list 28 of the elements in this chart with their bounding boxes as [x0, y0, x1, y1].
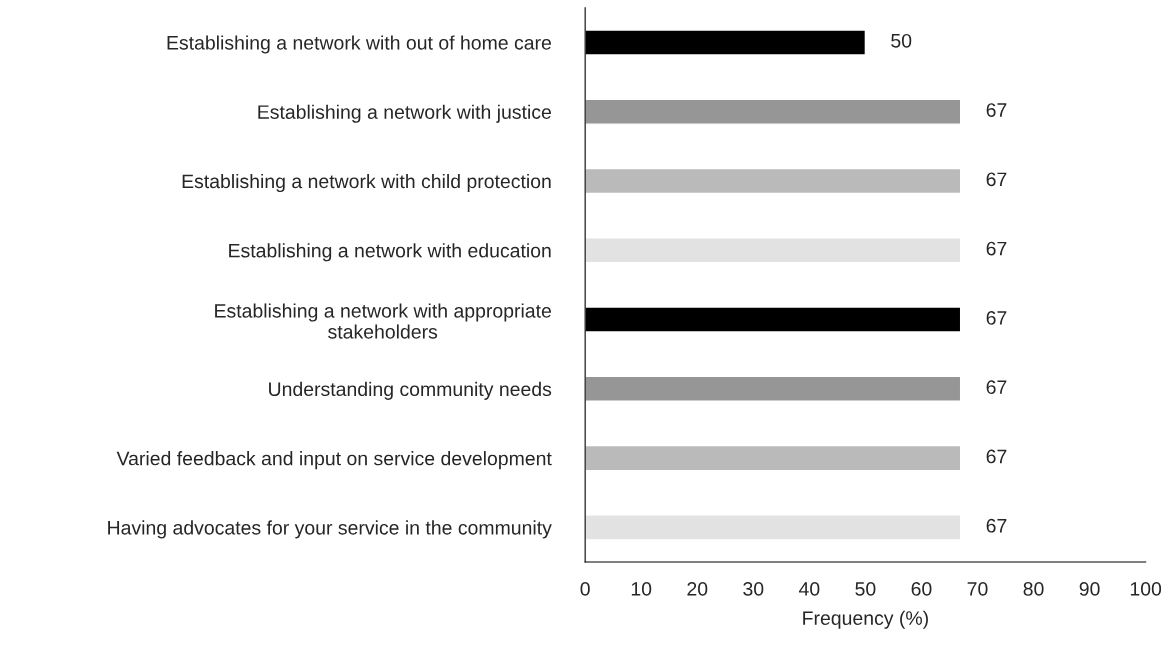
x-tick-label: 0	[580, 581, 590, 596]
data-label: 67	[986, 172, 1007, 187]
data-label: 67	[986, 380, 1007, 395]
x-tick-label: 50	[855, 581, 876, 596]
x-tick-label: 90	[1079, 581, 1100, 596]
x-tick-label: 100	[1130, 581, 1162, 596]
data-label: 67	[986, 103, 1007, 117]
data-label: 67	[986, 518, 1007, 533]
data-label: 67	[986, 449, 1007, 464]
data-label: 67	[986, 241, 1007, 256]
x-tick-label: 60	[911, 581, 932, 596]
y-tick-label: Establishing a network with education	[229, 243, 551, 262]
y-tick-label: Varied feedback and input on service development	[116, 451, 552, 470]
x-tick-label: 40	[798, 581, 820, 596]
x-tick-label: 20	[687, 581, 708, 596]
data-label: 50	[891, 33, 912, 48]
y-tick-label: Having advocates for your service in the community	[108, 520, 552, 539]
x-tick-label: 10	[631, 581, 652, 596]
y-tick-label: Understanding community needs	[269, 381, 552, 400]
y-tick-label: Establishing a network with out of home care	[167, 35, 551, 54]
x-tick-label: 30	[743, 581, 764, 596]
x-tick-label: 80	[1023, 581, 1044, 596]
x-tick-label: 70	[967, 581, 988, 596]
data-label: 67	[986, 311, 1007, 325]
y-tick-label: Establishing a network with child protection	[182, 173, 551, 193]
y-tick-label: Establishing a network with appropriate stakeholders	[215, 303, 551, 339]
y-tick-label: Establishing a network with justice	[258, 104, 551, 123]
x-axis-title: Frequency (%)	[803, 610, 928, 629]
